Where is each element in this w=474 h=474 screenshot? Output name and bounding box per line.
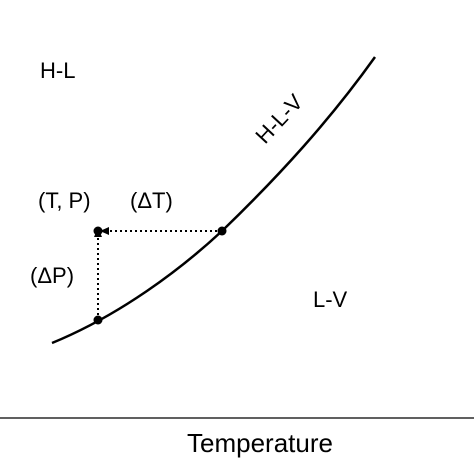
state-point-label: (T, P) xyxy=(38,188,91,213)
x-axis-label: Temperature xyxy=(187,428,333,458)
region-label-lv: L-V xyxy=(313,287,348,312)
curve-label-hlv: H-L-V xyxy=(250,89,308,148)
region-label-hl: H-L xyxy=(40,58,75,83)
lower-curve-point xyxy=(93,315,103,325)
delta-t-arrowhead xyxy=(100,227,109,235)
state-point xyxy=(93,226,103,236)
delta-t-label: (ΔT) xyxy=(130,188,173,213)
delta-p-label: (ΔP) xyxy=(30,263,74,288)
upper-curve-point xyxy=(217,226,227,236)
